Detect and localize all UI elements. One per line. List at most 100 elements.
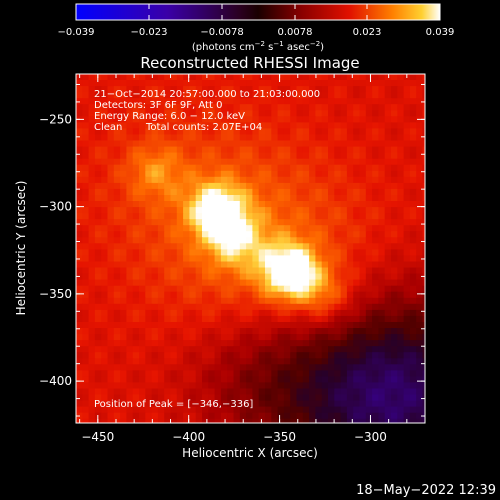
heatmap-cell [422, 158, 425, 166]
heatmap-cell [422, 315, 425, 323]
heatmap-cell [397, 170, 405, 178]
heatmap-cell [340, 213, 348, 220]
heatmap-cell [176, 376, 184, 384]
heatmap-cell [315, 80, 323, 87]
heatmap-cell [82, 146, 90, 154]
heatmap-cell [82, 176, 90, 184]
heatmap-cell [227, 140, 235, 148]
heatmap-cell [365, 370, 373, 378]
heatmap-cell [365, 188, 373, 196]
heatmap-cell [277, 243, 285, 251]
heatmap-cell [246, 267, 253, 275]
heatmap-cell [334, 225, 342, 233]
heatmap-cell [233, 207, 241, 214]
heatmap-cell [170, 152, 178, 160]
heatmap-cell [126, 152, 134, 160]
heatmap-cell [258, 370, 266, 378]
heatmap-cell [346, 406, 354, 414]
heatmap-cell [94, 116, 102, 124]
heatmap-cell [403, 122, 411, 130]
heatmap-cell [202, 213, 209, 220]
heatmap-cell [334, 279, 342, 287]
heatmap-cell [120, 322, 127, 329]
heatmap-cell [214, 334, 222, 341]
heatmap-cell [296, 388, 304, 396]
heatmap-cell [334, 267, 342, 275]
heatmap-cell [132, 176, 140, 184]
heatmap-cell [271, 267, 279, 275]
heatmap-cell [183, 303, 190, 311]
heatmap-cell [346, 346, 354, 354]
heatmap-cell [220, 309, 228, 317]
heatmap-cell [220, 92, 228, 99]
heatmap-cell [233, 170, 241, 178]
heatmap-cell [139, 297, 146, 305]
heatmap-cell [164, 394, 172, 402]
heatmap-cell [189, 195, 197, 202]
heatmap-cell [139, 340, 146, 347]
heatmap-cell [384, 134, 392, 142]
heatmap-cell [409, 146, 417, 154]
heatmap-cell [88, 146, 96, 154]
heatmap-cell [76, 267, 83, 275]
heatmap-cell [309, 394, 316, 402]
heatmap-cell [145, 388, 153, 396]
heatmap-cell [214, 128, 222, 136]
heatmap-cell [126, 195, 134, 202]
heatmap-cell [409, 273, 417, 281]
heatmap-cell [214, 328, 222, 335]
heatmap-cell [409, 418, 417, 423]
heatmap-cell [252, 243, 260, 251]
heatmap-cell [252, 388, 260, 396]
heatmap-cell [157, 195, 165, 202]
heatmap-cell [328, 182, 335, 190]
heatmap-cell [120, 152, 127, 160]
heatmap-cell [227, 406, 235, 414]
heatmap-cell [101, 134, 109, 142]
heatmap-cell [378, 315, 386, 323]
heatmap-cell [302, 176, 310, 184]
heatmap-cell [340, 388, 348, 396]
heatmap-cell [164, 158, 172, 166]
heatmap-cell [346, 243, 354, 251]
heatmap-cell [365, 182, 373, 190]
heatmap-cell [101, 231, 109, 239]
heatmap-cell [290, 297, 298, 305]
heatmap-cell [246, 243, 253, 251]
heatmap-cell [202, 352, 209, 360]
heatmap-cell [422, 267, 425, 275]
heatmap-cell [120, 164, 127, 172]
heatmap-cell [372, 261, 379, 269]
heatmap-cell [258, 315, 266, 323]
heatmap-cell [403, 400, 411, 408]
heatmap-cell [372, 146, 379, 154]
heatmap-cell [157, 382, 165, 390]
heatmap-cell [157, 207, 165, 214]
heatmap-cell [258, 237, 266, 245]
heatmap-cell [139, 146, 146, 154]
heatmap-cell [139, 425, 146, 432]
heatmap-cell [359, 340, 367, 347]
heatmap-cell [132, 315, 140, 323]
heatmap-cell [334, 400, 342, 408]
heatmap-cell [246, 400, 253, 408]
heatmap-cell [359, 346, 367, 354]
heatmap-cell [183, 309, 190, 317]
heatmap-cell [164, 231, 172, 239]
heatmap-cell [151, 358, 159, 366]
heatmap-cell [252, 412, 260, 420]
heatmap-cell [145, 213, 153, 220]
heatmap-cell [107, 92, 115, 99]
heatmap-cell [277, 225, 285, 233]
heatmap-cell [283, 164, 291, 172]
heatmap-cell [334, 291, 342, 299]
heatmap-cell [170, 207, 178, 214]
heatmap-cell [309, 164, 316, 172]
heatmap-cell [227, 328, 235, 335]
heatmap-cell [422, 261, 425, 269]
heatmap-cell [195, 134, 203, 142]
heatmap-cell [416, 213, 424, 220]
heatmap-cell [258, 152, 266, 160]
heatmap-cell [283, 352, 291, 360]
